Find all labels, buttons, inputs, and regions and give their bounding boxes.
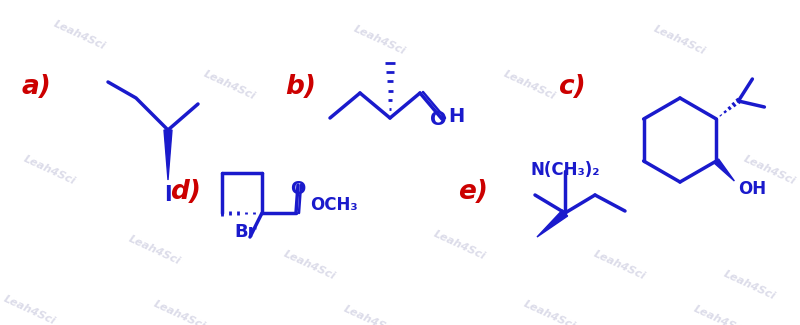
Text: Leah4Sci: Leah4Sci xyxy=(342,304,398,325)
Text: c): c) xyxy=(558,74,586,100)
Text: O: O xyxy=(430,110,446,129)
Polygon shape xyxy=(164,130,172,180)
Text: Leah4Sci: Leah4Sci xyxy=(52,19,108,51)
Text: N(CH₃)₂: N(CH₃)₂ xyxy=(530,161,600,179)
Text: OCH₃: OCH₃ xyxy=(310,196,358,214)
Text: Leah4Sci: Leah4Sci xyxy=(2,293,58,325)
Text: Leah4Sci: Leah4Sci xyxy=(742,154,798,187)
Text: Leah4Sci: Leah4Sci xyxy=(592,249,648,281)
Text: Leah4Sci: Leah4Sci xyxy=(652,24,708,57)
Text: Br: Br xyxy=(234,223,258,241)
Text: Leah4Sci: Leah4Sci xyxy=(522,299,578,325)
Text: Leah4Sci: Leah4Sci xyxy=(282,249,338,281)
Text: e): e) xyxy=(458,179,488,205)
Text: H: H xyxy=(448,108,464,126)
Polygon shape xyxy=(714,159,734,181)
Text: Leah4Sci: Leah4Sci xyxy=(202,69,258,101)
Text: Leah4Sci: Leah4Sci xyxy=(352,24,408,57)
Text: O: O xyxy=(290,180,306,198)
Text: Leah4Sci: Leah4Sci xyxy=(692,304,748,325)
Text: I: I xyxy=(164,185,172,205)
Text: b): b) xyxy=(285,74,316,100)
Text: Leah4Sci: Leah4Sci xyxy=(502,69,558,101)
Polygon shape xyxy=(537,210,568,237)
Text: Leah4Sci: Leah4Sci xyxy=(127,234,182,266)
Text: Leah4Sci: Leah4Sci xyxy=(722,268,778,301)
Text: Leah4Sci: Leah4Sci xyxy=(152,299,208,325)
Text: OH: OH xyxy=(738,180,766,198)
Text: Leah4Sci: Leah4Sci xyxy=(22,154,78,187)
Text: d): d) xyxy=(170,179,201,205)
Text: a): a) xyxy=(22,74,52,100)
Text: Leah4Sci: Leah4Sci xyxy=(432,228,488,261)
